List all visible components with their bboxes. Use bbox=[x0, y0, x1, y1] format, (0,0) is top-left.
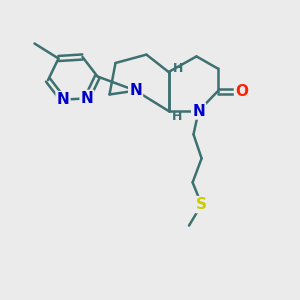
Text: H: H bbox=[172, 110, 182, 123]
Text: S: S bbox=[196, 197, 207, 212]
Text: N: N bbox=[129, 83, 142, 98]
Text: N: N bbox=[81, 91, 93, 106]
Text: H: H bbox=[172, 62, 183, 75]
Text: N: N bbox=[57, 92, 69, 107]
Text: O: O bbox=[235, 84, 248, 99]
Text: N: N bbox=[192, 103, 205, 118]
